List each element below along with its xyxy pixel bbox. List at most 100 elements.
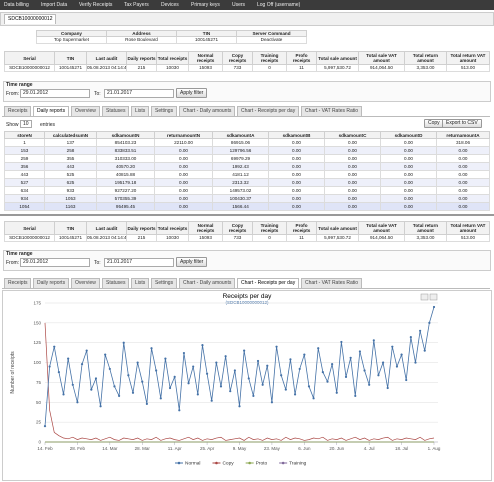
cell: 0.00 [268,170,325,179]
y-tick-label: 125 [33,340,41,345]
cell: 513.00 [446,234,490,242]
chart-subtitle: (SDCB10000000012) [225,300,269,305]
point [131,391,135,394]
row: 259 355 310333.00 0.00 69979.29 0.00 0.00 0.00 0… [4,154,490,163]
from-label: From: [6,91,20,97]
point [205,372,209,375]
nav-item[interactable]: Users [232,2,246,8]
from-label: From: [6,260,20,266]
header-cell: sdkamountB [268,131,325,139]
point [90,388,93,391]
cell: 95495.45 [96,202,155,211]
cell: 634 [4,186,45,195]
point [145,402,148,405]
cell: 3,353.00 [404,234,447,242]
cell: 525 [44,170,97,179]
cell: 5,997,530.72 [316,234,359,242]
tab[interactable]: Chart - Receipts per day [237,278,300,288]
point [127,374,130,377]
chart: Receipts per day(SDCB10000000012) Number … [10,293,441,467]
cell: 0.00 [380,186,437,195]
point [289,358,292,361]
cell: 215 [126,234,157,242]
apply-button[interactable]: Apply filter [176,88,208,98]
point [94,377,98,380]
to-input[interactable]: 21.01.2017 [104,89,174,98]
doc-tab[interactable]: SDCB10000000012 [4,14,57,24]
from-input[interactable]: 29.01.2012 [20,89,90,98]
point [48,365,51,368]
header-cell: TIN [54,51,87,65]
header-row: Serial TIN Last audit Daily reports Total re… [4,221,490,235]
nav-item[interactable]: Log Off (username) [257,2,301,8]
point [247,377,250,380]
cell: 40815.88 [96,170,155,179]
to-input[interactable]: 21.01.2017 [104,258,174,267]
cell: 153 [4,146,45,155]
header-cell: Total sale amount [316,51,359,65]
tab[interactable]: Receipts [4,106,32,116]
cell: 0 [252,64,287,72]
from-input[interactable]: 29.01.2012 [20,258,90,267]
cell: 100145271 [54,234,87,242]
cell: 0.00 [436,194,490,203]
tab[interactable]: Receipts [4,278,32,288]
nav-item[interactable]: Devices [161,2,179,8]
header-cell: returnamountN [154,131,213,139]
tab[interactable]: Overview [71,278,100,288]
tab-strip [2,288,490,289]
legend-label: Training [289,461,306,467]
cell: 15093 [188,234,223,242]
tab[interactable]: Chart - VAT Rates Ratio [301,106,363,116]
tab[interactable]: Statuses [102,106,130,116]
export-button[interactable]: Export to CSV [442,119,482,128]
point [391,345,394,348]
cell: 0.00 [380,178,437,187]
tab[interactable]: Lists [131,106,150,116]
copy-button[interactable]: Copy [424,119,444,128]
tab[interactable]: Lists [131,278,150,288]
cell: 0.00 [324,146,381,155]
cell: 0.00 [380,202,437,211]
tab[interactable]: Settings [151,106,178,116]
point [326,380,329,383]
cell: 0.00 [324,178,381,187]
tab[interactable]: Overview [71,106,100,116]
cell: 0.00 [324,194,381,203]
nav-item[interactable]: Tax Payers [124,2,149,8]
entries-select[interactable]: 10 [20,120,32,128]
header-cell: Total sale amount [316,221,359,235]
tab[interactable]: Chart - Daily amounts [179,106,236,116]
cell: 0.00 [154,178,213,187]
nav-item[interactable]: Import Data [41,2,68,8]
cell: 0.00 [324,170,381,179]
tab[interactable]: Daily reports [33,278,70,288]
point [293,393,297,396]
row: 1 137 854103.23 22110.00 86915.06 0.00 0.00 0.0… [4,138,490,147]
point [428,321,431,324]
header-cell: Total receipts [156,51,189,65]
tab[interactable]: Settings [151,278,178,288]
tab[interactable]: Statuses [102,278,130,288]
chart-icon [420,293,429,301]
nav-item[interactable]: Data billing [4,2,29,8]
tab[interactable]: Chart - Daily amounts [179,278,236,288]
nav-item[interactable]: Verify Receipts [79,2,113,8]
nav-item[interactable]: Primary keys [191,2,220,8]
cell: 2313.32 [212,178,269,187]
cell: 356 [4,162,45,171]
tab[interactable]: Chart - VAT Rates Ratio [301,278,363,288]
to-label: To: [94,260,101,266]
x-tick-label: 14. Feb [37,446,53,451]
point [409,336,412,339]
cell: 0.00 [268,194,325,203]
x-tick-label: 25. Apr [200,446,215,451]
header-cell: Profo receipts [286,51,317,65]
cell: 914,064.50 [358,234,405,242]
tab[interactable]: Chart - Receipts per day [237,106,300,116]
tab[interactable]: Daily reports [33,106,70,116]
cell: 0.00 [154,146,213,155]
point [136,361,139,364]
cell: 259 [4,154,45,163]
apply-button[interactable]: Apply filter [176,257,208,267]
